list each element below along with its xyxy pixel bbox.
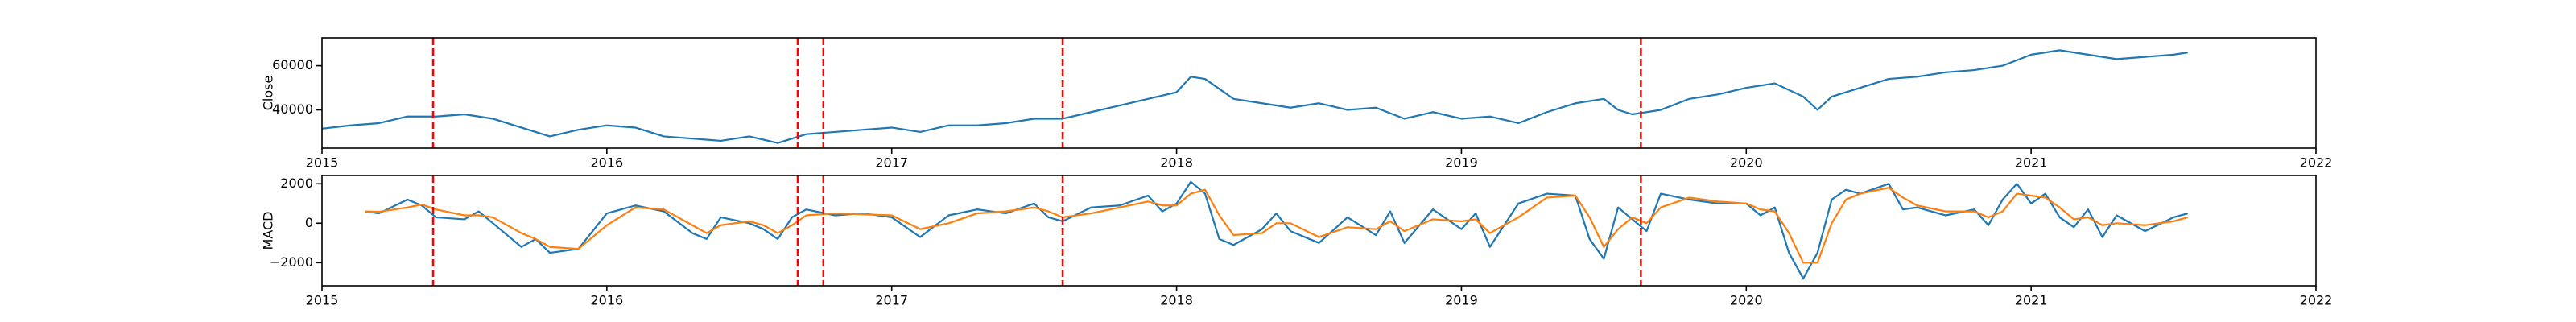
y-tick-label: 60000 xyxy=(272,57,313,72)
x-tick-label: 2019 xyxy=(1445,293,1478,308)
x-tick-label: 2015 xyxy=(306,293,339,308)
y-tick-label: 2000 xyxy=(280,175,313,191)
x-tick-label: 2017 xyxy=(875,293,908,308)
x-tick-label: 2021 xyxy=(2015,293,2048,308)
y-tick-label: 0 xyxy=(305,215,313,230)
x-tick-label: 2018 xyxy=(1160,155,1193,171)
axes-frame xyxy=(321,175,2317,287)
y-axis-label: MACD xyxy=(261,212,276,250)
x-tick-label: 2022 xyxy=(2300,155,2333,171)
x-tick-label: 2017 xyxy=(875,155,908,171)
x-tick-label: 2020 xyxy=(1730,155,1763,171)
x-tick-label: 2016 xyxy=(590,293,623,308)
y-tick-label: 40000 xyxy=(272,101,313,117)
x-tick-label: 2020 xyxy=(1730,293,1763,308)
y-tick-label: −2000 xyxy=(270,254,313,270)
x-tick-label: 2022 xyxy=(2300,293,2333,308)
x-tick-label: 2018 xyxy=(1160,293,1193,308)
data-line xyxy=(321,49,2188,144)
axes-frame xyxy=(321,37,2317,149)
data-line xyxy=(365,187,2189,264)
y-axis-label: Close xyxy=(261,76,276,111)
x-tick-label: 2019 xyxy=(1445,155,1478,171)
x-tick-label: 2016 xyxy=(590,155,623,171)
data-line xyxy=(364,180,2189,280)
x-tick-label: 2021 xyxy=(2015,155,2048,171)
x-tick-label: 2015 xyxy=(306,155,339,171)
